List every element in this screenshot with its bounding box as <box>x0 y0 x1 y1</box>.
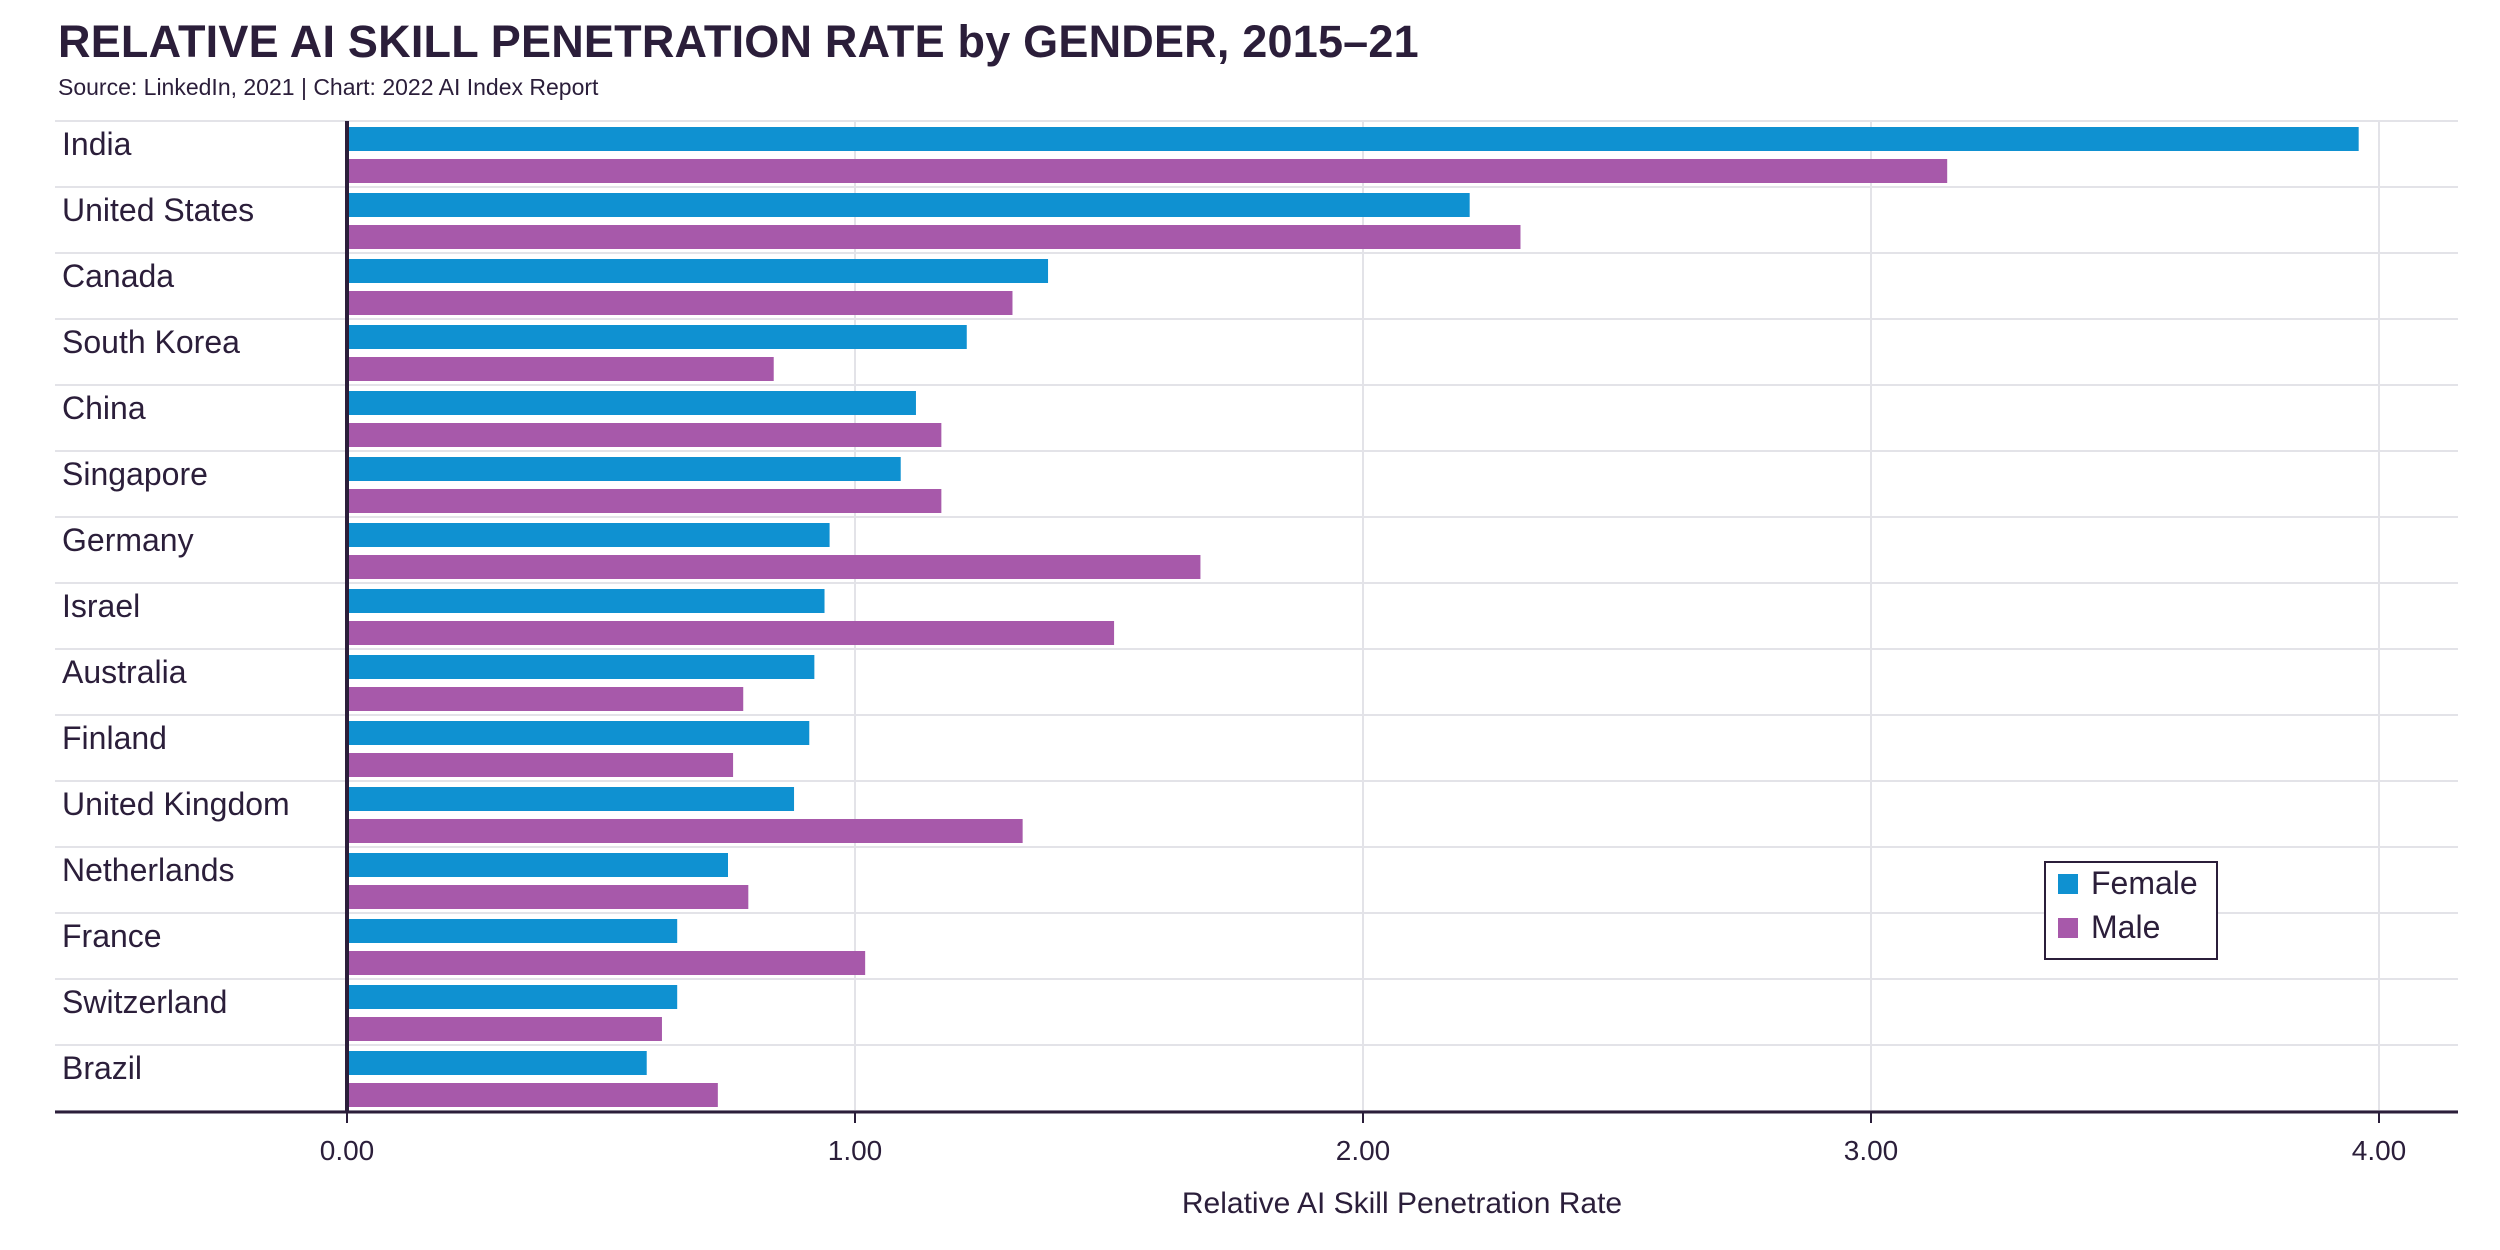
bar-male <box>347 753 734 777</box>
category-label: Canada <box>62 258 174 294</box>
legend-swatch-male <box>2058 918 2078 938</box>
category-label: India <box>62 126 132 162</box>
bar-female <box>347 193 1470 217</box>
category-label: United States <box>62 192 254 228</box>
bar-male <box>347 489 942 513</box>
bar-female <box>347 127 2359 151</box>
bar-male <box>347 291 1013 315</box>
category-label: United Kingdom <box>62 786 290 822</box>
bar-female <box>347 787 795 811</box>
bar-female <box>347 721 810 745</box>
bar-male <box>347 819 1023 843</box>
bar-female <box>347 589 825 613</box>
bar-female <box>347 259 1049 283</box>
bar-female <box>347 457 901 481</box>
category-label: Netherlands <box>62 852 235 888</box>
bar-female <box>347 853 728 877</box>
category-label: France <box>62 918 162 954</box>
bar-female <box>347 919 678 943</box>
chart-title: RELATIVE AI SKILL PENETRATION RATE by GE… <box>58 16 1419 67</box>
category-label: Australia <box>62 654 187 690</box>
category-label: Israel <box>62 588 140 624</box>
bar-male <box>347 1017 662 1041</box>
chart-subtitle: Source: LinkedIn, 2021 | Chart: 2022 AI … <box>58 74 599 100</box>
category-label: Brazil <box>62 1050 142 1086</box>
legend: Female Male <box>2044 861 2218 960</box>
x-tick-label: 2.00 <box>1336 1135 1391 1166</box>
bar-male <box>347 1083 718 1107</box>
bar-male <box>347 225 1521 249</box>
x-tick-label: 4.00 <box>2352 1135 2407 1166</box>
bar-male <box>347 951 866 975</box>
bar-male <box>347 423 942 447</box>
bar-male <box>347 687 744 711</box>
bar-male <box>347 159 1948 183</box>
bar-female <box>347 523 830 547</box>
bar-male <box>347 555 1201 579</box>
category-label: Singapore <box>62 456 208 492</box>
bar-female <box>347 985 678 1009</box>
legend-label-male: Male <box>2091 909 2160 945</box>
category-label: Finland <box>62 720 167 756</box>
bar-female <box>347 325 967 349</box>
bar-female <box>347 391 916 415</box>
x-tick-label: 0.00 <box>320 1135 375 1166</box>
x-tick-label: 1.00 <box>828 1135 883 1166</box>
bar-male <box>347 357 774 381</box>
x-axis-title: Relative AI Skill Penetration Rate <box>1182 1187 1622 1220</box>
legend-swatch-female <box>2058 874 2078 894</box>
bar-male <box>347 885 749 909</box>
bar-female <box>347 1051 647 1075</box>
x-tick-label: 3.00 <box>1844 1135 1899 1166</box>
legend-label-female: Female <box>2091 865 2198 901</box>
category-label: Switzerland <box>62 984 227 1020</box>
category-label: China <box>62 390 146 426</box>
category-label: South Korea <box>62 324 240 360</box>
bar-female <box>347 655 815 679</box>
category-label: Germany <box>62 522 194 558</box>
bar-male <box>347 621 1115 645</box>
